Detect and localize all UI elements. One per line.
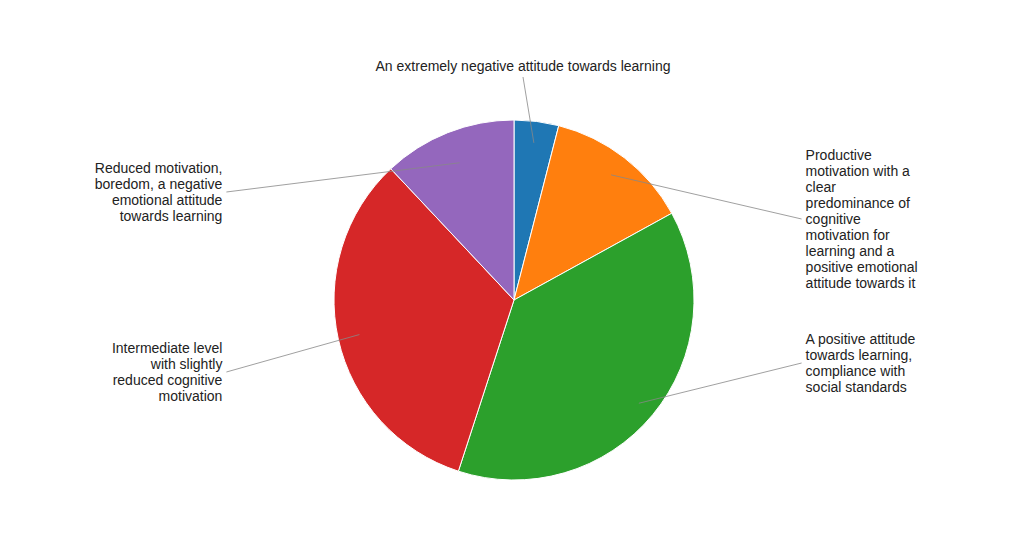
slice-label: A positive attitudetowards learning,comp… bbox=[806, 331, 916, 395]
leader-line bbox=[523, 77, 534, 143]
slice-label: Reduced motivation,boredom, a negativeem… bbox=[95, 160, 223, 224]
slice-label: Intermediate levelwith slightlyreduced c… bbox=[112, 340, 223, 404]
pie bbox=[334, 120, 694, 480]
pie-slice bbox=[391, 120, 514, 300]
leader-line bbox=[226, 335, 359, 372]
slice-label: An extremely negative attitude towards l… bbox=[376, 58, 671, 74]
leader-line bbox=[639, 363, 802, 403]
leader-line bbox=[611, 175, 802, 219]
labels: An extremely negative attitude towards l… bbox=[95, 58, 918, 404]
slice-label: Productivemotivation with aclearpredomin… bbox=[806, 147, 918, 291]
leader-line bbox=[226, 163, 459, 192]
chart: An extremely negative attitude towards l… bbox=[0, 0, 1028, 548]
